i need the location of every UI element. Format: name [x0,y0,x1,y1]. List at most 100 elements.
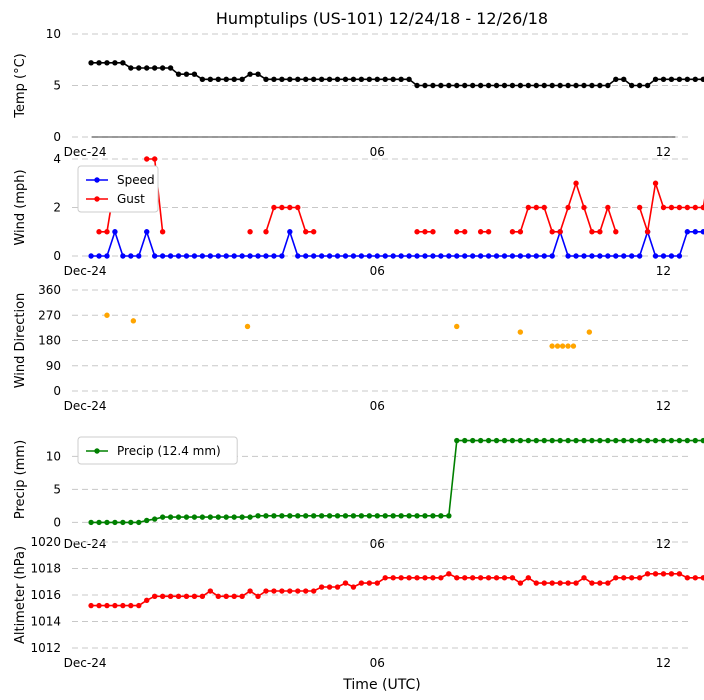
data-point [533,437,539,444]
data-point [501,253,508,259]
x-tick-label: 06 [370,656,385,670]
data-point [581,253,587,259]
data-point [644,437,651,444]
data-point [438,575,444,581]
data-point [557,437,563,444]
data-point [676,204,683,211]
data-point [167,65,174,71]
data-point [318,253,325,259]
data-point [692,437,699,444]
data-point [334,253,341,259]
data-point [175,253,182,259]
data-point [271,76,277,83]
data-point [676,437,683,444]
data-point [130,318,137,324]
data-point [644,82,651,89]
legend-entry: Gust [117,192,145,206]
data-point [644,571,651,577]
data-point [287,588,293,594]
data-point [597,580,603,586]
data-point [175,593,182,600]
data-point [120,253,126,259]
data-point [597,229,603,235]
data-point [223,253,229,259]
data-point [525,253,532,259]
data-point [310,229,317,235]
y-tick-label: 90 [46,359,61,373]
data-point [462,82,468,89]
data-point [636,575,643,581]
data-point [183,593,190,600]
data-point [692,575,699,581]
data-point [652,571,659,577]
data-point [215,253,221,259]
data-point [469,437,476,444]
data-point [374,513,380,519]
data-point [700,204,704,211]
data-point [104,229,110,235]
data-point [199,593,206,600]
data-point [128,65,134,71]
series-gust [96,156,704,235]
data-point [454,253,460,259]
data-point [700,437,704,444]
data-point [636,82,643,89]
data-point [493,82,500,89]
data-point [398,76,404,83]
data-point [493,437,500,444]
data-point [303,76,309,83]
data-point [215,514,221,520]
data-point [350,584,357,590]
data-point [88,253,94,259]
data-point [549,343,555,349]
x-tick-label: 12 [656,264,671,278]
data-point [652,180,659,186]
data-point [398,513,404,519]
data-point [668,571,675,577]
data-point [191,514,198,520]
data-point [303,253,309,259]
data-point [462,437,468,444]
data-point [215,593,221,600]
data-point [207,76,214,83]
data-point [374,253,380,259]
data-point [692,76,699,83]
data-point [557,580,563,586]
data-point [263,588,269,594]
data-point [263,513,269,519]
data-point [207,588,214,594]
data-point [565,82,571,89]
data-point [414,82,420,89]
data-point [199,76,206,83]
data-point [636,204,643,211]
data-point [652,253,659,259]
data-point [549,253,555,259]
data-point [477,229,484,235]
data-point [244,323,251,330]
data-point [247,514,253,520]
data-point [438,253,444,259]
data-point [652,437,659,444]
data-point [374,580,380,586]
data-point [136,519,142,526]
data-point [477,437,484,444]
data-point [422,513,428,519]
data-point [144,597,150,603]
data-point [310,76,317,83]
y-tick-label: 1016 [30,588,61,602]
y-axis-label: Wind Direction [13,293,28,389]
data-point [462,253,468,259]
data-point [660,76,667,83]
data-point [112,602,118,609]
data-point [112,229,118,235]
data-point [525,82,532,89]
legend: Precip (12.4 mm) [77,436,238,465]
data-point [136,602,142,609]
x-tick-label: 12 [656,399,671,413]
data-point [406,253,412,259]
data-point [509,82,516,89]
series-temp [88,60,704,89]
data-point [438,82,444,89]
data-point [112,519,118,526]
